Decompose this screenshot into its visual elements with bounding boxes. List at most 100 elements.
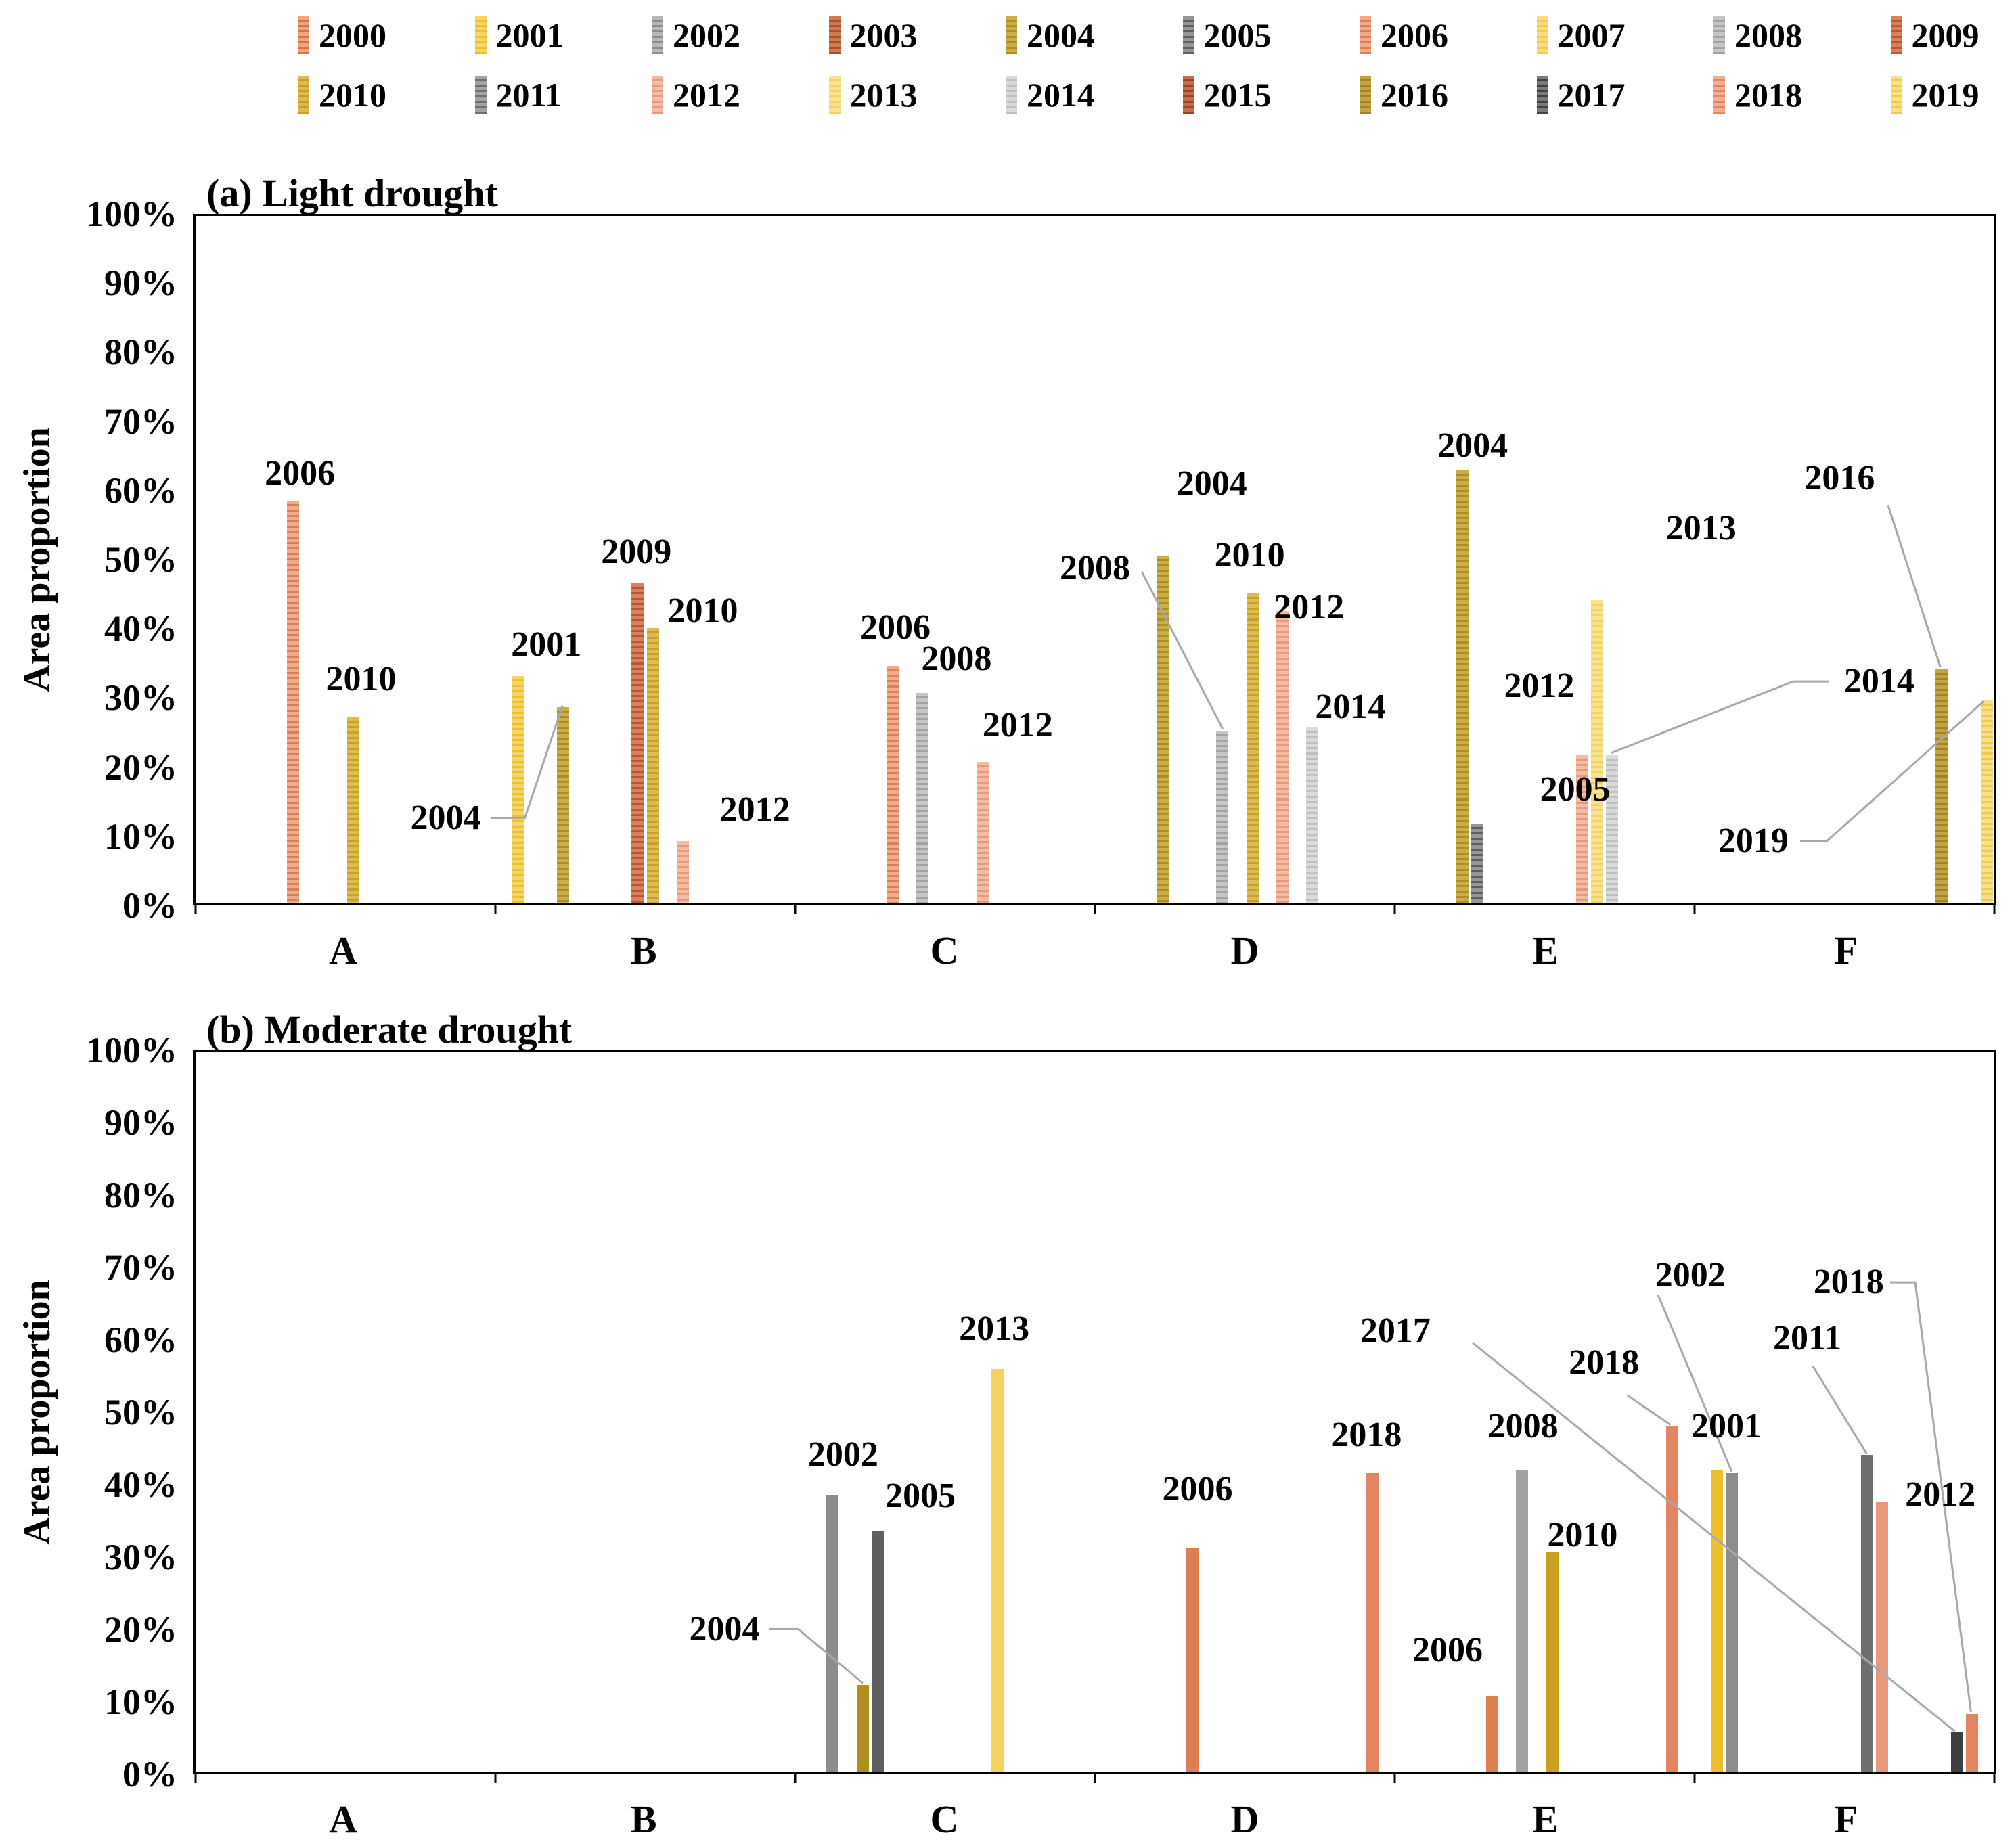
x-tick <box>1094 1772 1096 1783</box>
legend-swatch-2012 <box>652 76 663 114</box>
x-tick <box>1393 903 1396 914</box>
y-axis-ticks: 100% 90% 80% 70% 60% 50% 40% 30% 20% 10% 0% <box>0 1032 177 1793</box>
legend-swatch-2013 <box>828 76 841 114</box>
bar-label-2010: 2010 <box>667 591 738 630</box>
bar-label-2004: 2004 <box>1176 464 1247 503</box>
y-tick-0%: 0% <box>122 1754 177 1795</box>
bar-F-2011 <box>1860 1455 1873 1772</box>
bar-label-2011: 2011 <box>1772 1319 1842 1358</box>
bar-B-2010 <box>646 628 659 903</box>
bar-F-2012 <box>1875 1502 1888 1772</box>
bar-F-2016 <box>1935 669 1948 903</box>
bar-F-2018 <box>1965 1713 1978 1772</box>
x-category-A: A <box>329 1797 358 1841</box>
bar-D-2008 <box>1216 731 1229 903</box>
x-tick <box>1993 1772 1996 1783</box>
y-tick-60%: 60% <box>104 470 177 511</box>
bar-label-2014: 2014 <box>1843 662 1914 701</box>
bar-F-2019 <box>1980 700 1993 903</box>
bar-label-2009: 2009 <box>601 533 672 572</box>
x-category-C: C <box>930 928 959 972</box>
chart-title: (a) Light drought <box>206 171 498 215</box>
x-tick <box>494 1772 497 1783</box>
bar-F-2002 <box>1726 1472 1739 1772</box>
x-category-A: A <box>329 928 358 972</box>
bar-label-2012: 2012 <box>1274 587 1345 627</box>
legend-swatch-2006 <box>1360 16 1371 54</box>
bar-E-2006 <box>1485 1696 1498 1772</box>
bar-C-2006 <box>886 665 899 903</box>
bar-label-2002: 2002 <box>807 1435 878 1474</box>
bar-C-2008 <box>916 693 929 903</box>
legend-year-label: 2018 <box>1734 76 1802 114</box>
callout-lines <box>196 1052 1994 1772</box>
y-tick-30%: 30% <box>104 677 177 719</box>
legend-swatch-2007 <box>1536 16 1548 54</box>
legend-item-2009: 2009 <box>1890 16 1979 54</box>
legend-year-label: 2014 <box>1027 76 1094 114</box>
callout-lines <box>196 216 1994 903</box>
bar-E-2014 <box>1606 755 1619 903</box>
bar-E-2013 <box>1591 600 1604 903</box>
bar-B-2001 <box>512 676 524 903</box>
x-tick <box>1693 903 1696 914</box>
bar-label-2019: 2019 <box>1718 821 1789 860</box>
bar-label-2006: 2006 <box>1162 1470 1233 1509</box>
legend-year-label: 2000 <box>319 16 386 54</box>
x-axis-ticks <box>194 1772 1996 1785</box>
callout-line-2002 <box>1658 1295 1732 1471</box>
bar-label-2006: 2006 <box>1412 1631 1483 1670</box>
bars-layer <box>196 1052 1994 1772</box>
bar-label-2006: 2006 <box>265 453 336 493</box>
legend-year-label: 2009 <box>1911 16 1979 54</box>
y-tick-80%: 80% <box>104 1175 177 1215</box>
bar-D-2006 <box>1186 1548 1199 1772</box>
x-category-D: D <box>1230 928 1259 972</box>
x-category-E: E <box>1532 928 1559 972</box>
legend-year-label: 2012 <box>673 76 740 114</box>
plot-area: 2002 2004 2005 2013 2006 2018 2006 2008 2010 2017… <box>193 1050 1996 1783</box>
legend-year-label: 2017 <box>1557 76 1626 114</box>
legend-item-2010: 2010 <box>298 76 386 114</box>
bar-label-2010: 2010 <box>326 660 397 699</box>
x-axis-ticks <box>194 903 1996 916</box>
bar-label-2005: 2005 <box>885 1476 956 1515</box>
bar-label-2010: 2010 <box>1214 536 1285 575</box>
bar-E-2008 <box>1516 1469 1529 1772</box>
y-tick-50%: 50% <box>104 539 177 580</box>
legend-item-2005: 2005 <box>1182 16 1272 54</box>
bar-label-2004: 2004 <box>410 798 481 838</box>
callout-line-2008 <box>1142 572 1223 729</box>
y-tick-80%: 80% <box>104 332 177 373</box>
legend-year-label: 2013 <box>849 76 918 114</box>
legend-swatch-2015 <box>1182 76 1194 114</box>
legend-swatch-2003 <box>828 16 841 54</box>
x-tick <box>794 1772 797 1783</box>
legend-item-2015: 2015 <box>1182 76 1272 114</box>
bar-C-2005 <box>871 1530 884 1772</box>
bar-E-2018 <box>1665 1426 1678 1772</box>
y-tick-10%: 10% <box>104 815 177 857</box>
legend-item-2007: 2007 <box>1536 16 1626 54</box>
bar-label-2008: 2008 <box>1060 548 1130 587</box>
y-tick-20%: 20% <box>104 1609 177 1650</box>
legend-swatch-2010 <box>298 76 309 114</box>
legend-swatch-2016 <box>1360 76 1371 114</box>
legend-item-2000: 2000 <box>298 16 386 54</box>
bar-E-2005 <box>1471 824 1483 903</box>
bar-D-2014 <box>1306 727 1319 903</box>
legend-swatch-2001 <box>474 16 487 54</box>
bar-label-2006: 2006 <box>859 608 931 647</box>
x-category-D: D <box>1230 1797 1259 1841</box>
x-tick <box>494 903 497 914</box>
x-category-B: B <box>630 928 657 972</box>
bar-D-2018 <box>1366 1472 1379 1772</box>
bar-B-2004 <box>556 706 569 903</box>
legend-item-2011: 2011 <box>474 76 562 114</box>
bar-C-2012 <box>976 761 989 903</box>
bar-E-2010 <box>1546 1552 1559 1772</box>
legend-year-label: 2016 <box>1381 76 1448 114</box>
x-tick <box>1993 903 1996 914</box>
legend-year-label: 2002 <box>673 16 740 54</box>
